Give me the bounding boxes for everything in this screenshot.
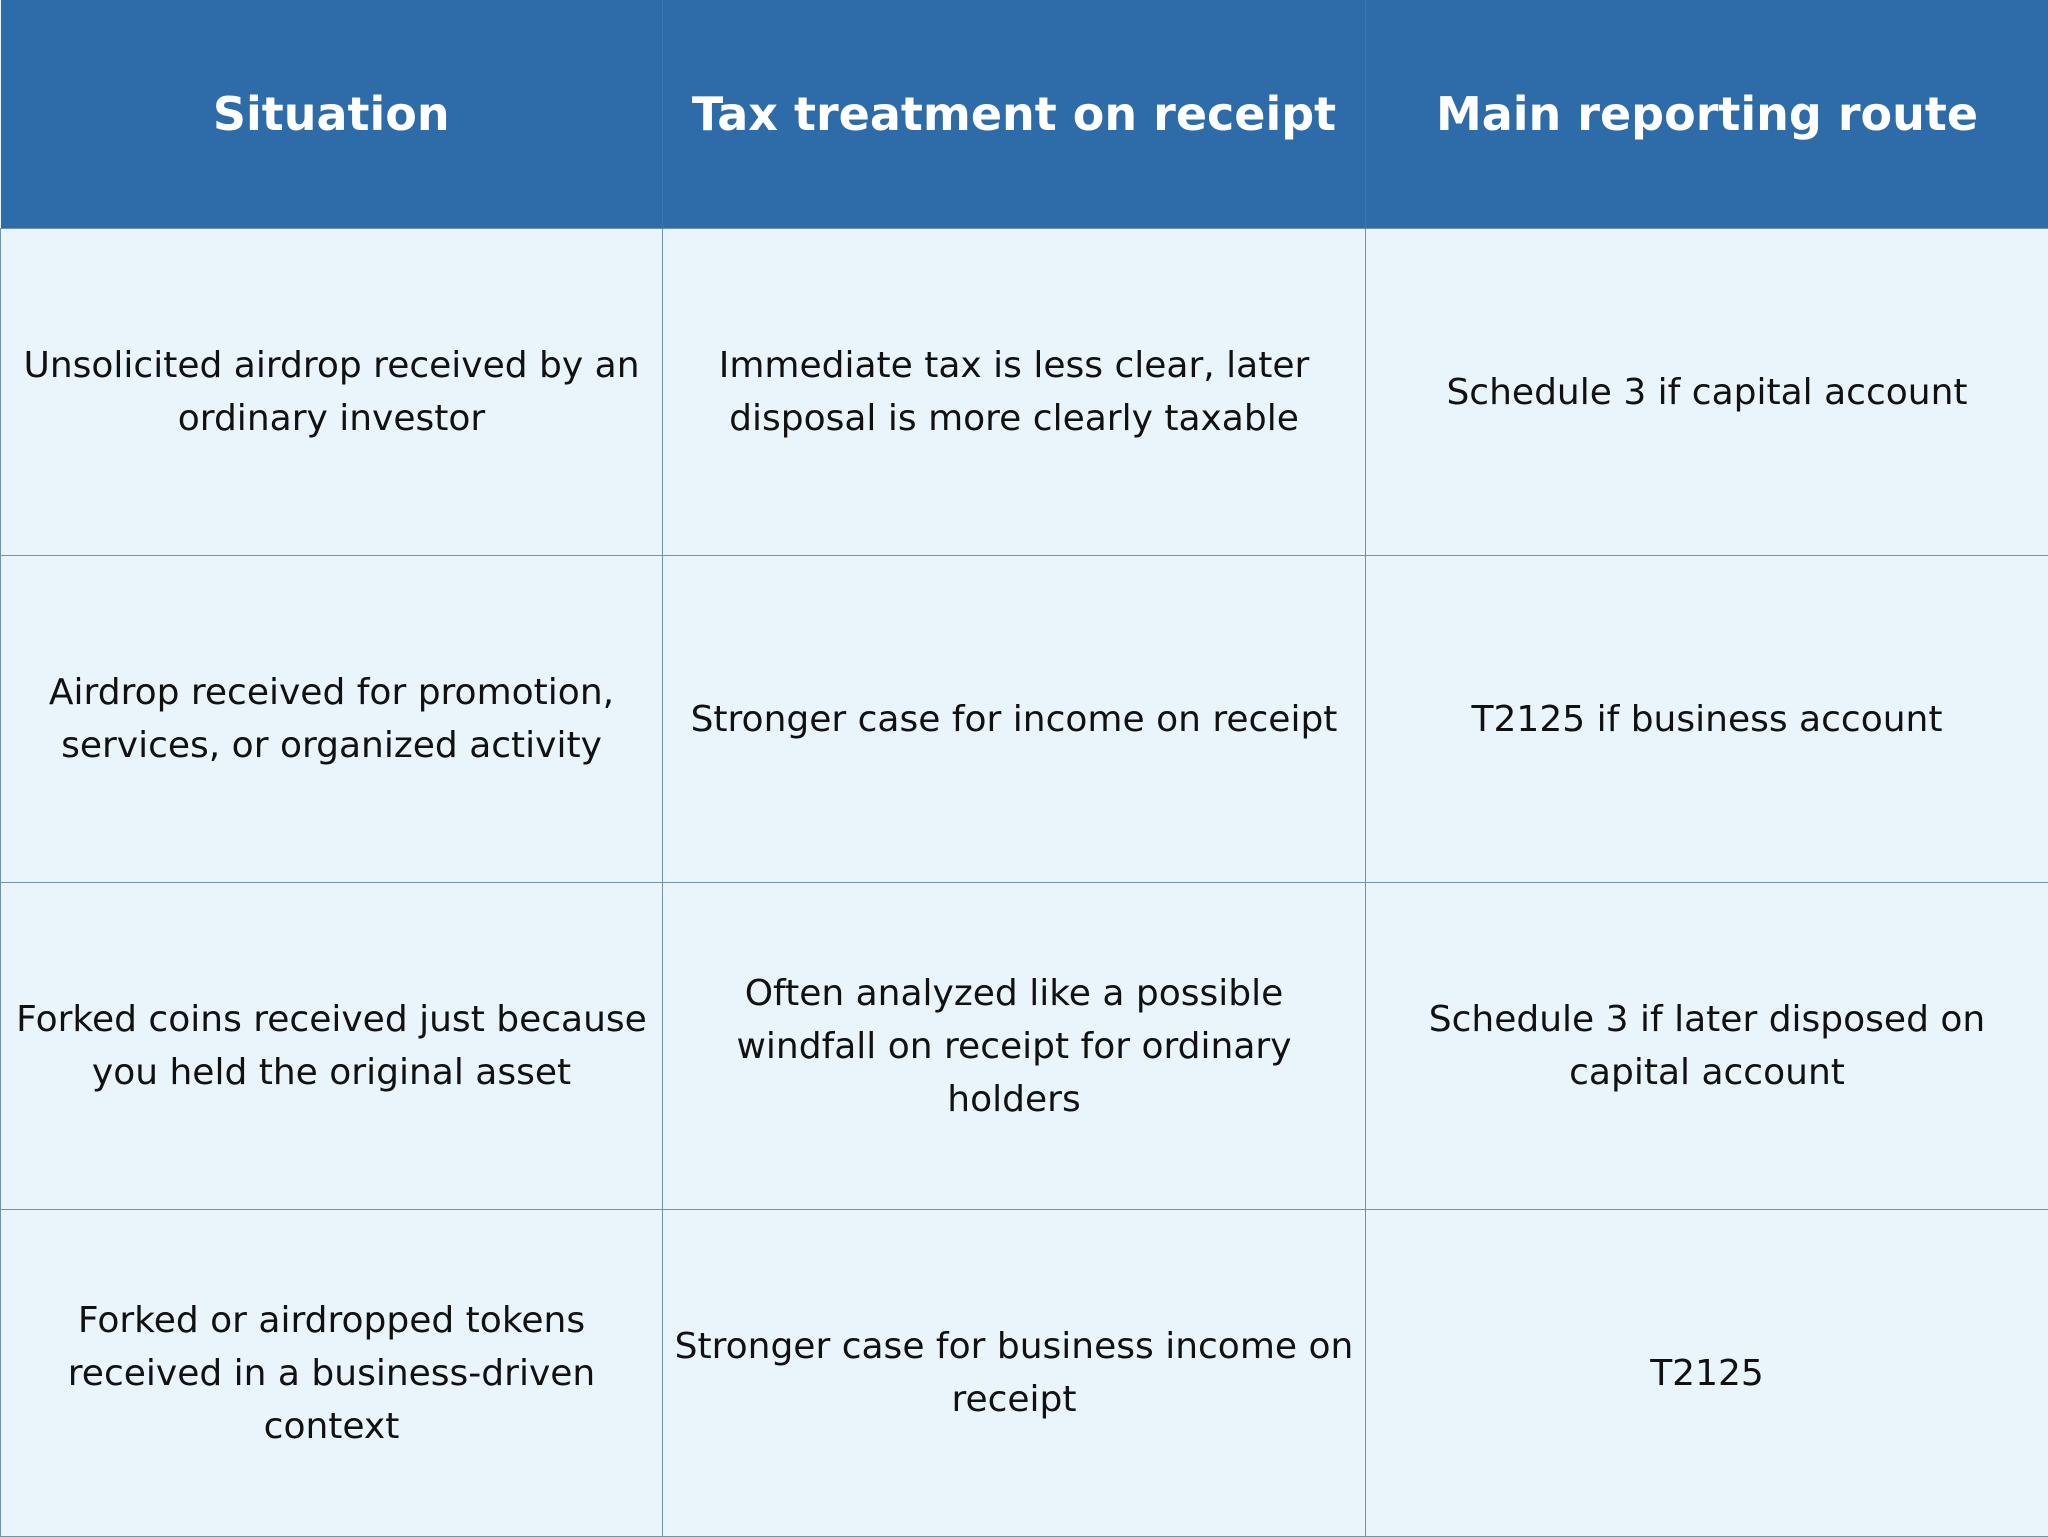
header-cell: Main reporting route — [1366, 0, 2048, 229]
table-cell: T2125 if business account — [1366, 556, 2048, 883]
table-cell: T2125 — [1366, 1210, 2048, 1537]
table-cell: Stronger case for business income on rec… — [663, 1210, 1366, 1537]
table-cell: Schedule 3 if capital account — [1366, 229, 2048, 556]
header-cell: Tax treatment on receipt — [663, 0, 1366, 229]
table-cell: Airdrop received for promotion, services… — [1, 556, 663, 883]
table-cell: Stronger case for income on receipt — [663, 556, 1366, 883]
header-cell: Situation — [1, 0, 663, 229]
table-row: Unsolicited airdrop received by an ordin… — [1, 229, 2048, 556]
table-body: Unsolicited airdrop received by an ordin… — [1, 229, 2048, 1537]
table-cell: Immediate tax is less clear, later dispo… — [663, 229, 1366, 556]
table-cell: Forked coins received just because you h… — [1, 883, 663, 1210]
table-cell: Forked or airdropped tokens received in … — [1, 1210, 663, 1537]
table-cell: Often analyzed like a possible windfall … — [663, 883, 1366, 1210]
table-row: Forked or airdropped tokens received in … — [1, 1210, 2048, 1537]
table-row: Airdrop received for promotion, services… — [1, 556, 2048, 883]
table-row: Forked coins received just because you h… — [1, 883, 2048, 1210]
table-cell: Schedule 3 if later disposed on capital … — [1366, 883, 2048, 1210]
table-cell: Unsolicited airdrop received by an ordin… — [1, 229, 663, 556]
